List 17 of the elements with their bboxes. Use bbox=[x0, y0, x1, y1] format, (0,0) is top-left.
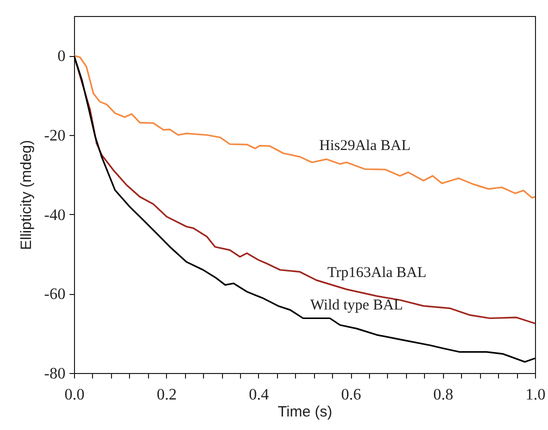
series-label: Trp163Ala BAL bbox=[327, 265, 426, 282]
series-label: Wild type BAL bbox=[310, 298, 403, 314]
y-axis-title: Ellipticity (mdeg) bbox=[18, 140, 36, 250]
line-series bbox=[74, 54, 535, 198]
y-tick-label: -60 bbox=[44, 286, 66, 304]
x-axis-title: Time (s) bbox=[278, 404, 332, 420]
y-tick-label: -40 bbox=[44, 206, 66, 224]
x-tick-label: 0.6 bbox=[341, 386, 362, 404]
x-tick-label: 0.4 bbox=[248, 386, 269, 404]
x-tick-label: 0.8 bbox=[433, 386, 454, 404]
x-tick-label: 0.0 bbox=[64, 386, 84, 404]
y-tick-label: -80 bbox=[44, 366, 66, 382]
series-label: His29Ala BAL bbox=[319, 138, 411, 154]
y-tick-label: 0 bbox=[58, 48, 66, 66]
x-tick-label: 1.0 bbox=[526, 386, 546, 404]
y-tick-label: -20 bbox=[44, 128, 66, 144]
x-tick-label: 0.2 bbox=[156, 386, 177, 404]
